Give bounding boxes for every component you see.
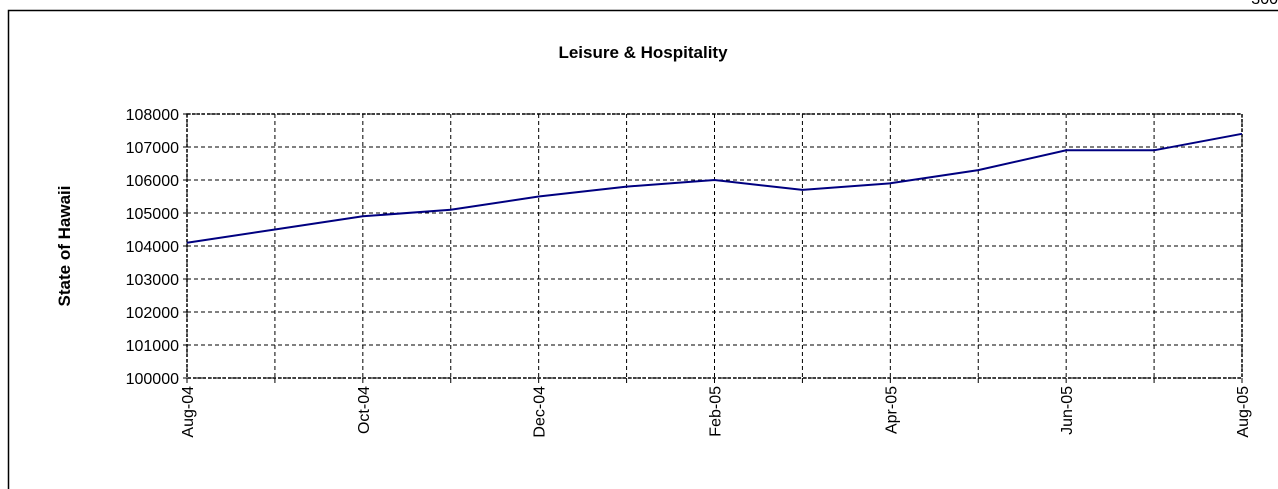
x-tick-label: Dec-04 [532, 386, 549, 438]
x-tick-label: Apr-05 [883, 386, 900, 434]
data-line [186, 132, 1243, 244]
y-tick-label: 103000 [126, 272, 179, 289]
plot-border [186, 113, 1243, 379]
y-axis-label: State of Hawaii [55, 186, 74, 307]
x-tick-label: Aug-04 [180, 386, 197, 438]
y-tick-label: 106000 [126, 173, 179, 190]
chart-title: Leisure & Hospitality [558, 43, 728, 62]
y-tick-label: 105000 [126, 206, 179, 223]
y-tick-label: 107000 [126, 140, 179, 157]
chart-border [7, 9, 1278, 489]
x-tick-label: Jun-05 [1059, 386, 1076, 435]
y-tick-label: 102000 [126, 305, 179, 322]
x-tick-label: Oct-04 [356, 386, 373, 434]
page-number: 300 [1251, 0, 1278, 8]
x-tick-label: Feb-05 [708, 386, 725, 437]
y-tick-label: 101000 [126, 338, 179, 355]
y-tick-label: 104000 [126, 239, 179, 256]
x-tick-label: Aug-05 [1235, 386, 1252, 438]
y-tick-label: 108000 [126, 107, 179, 124]
y-tick-label: 100000 [126, 371, 179, 388]
